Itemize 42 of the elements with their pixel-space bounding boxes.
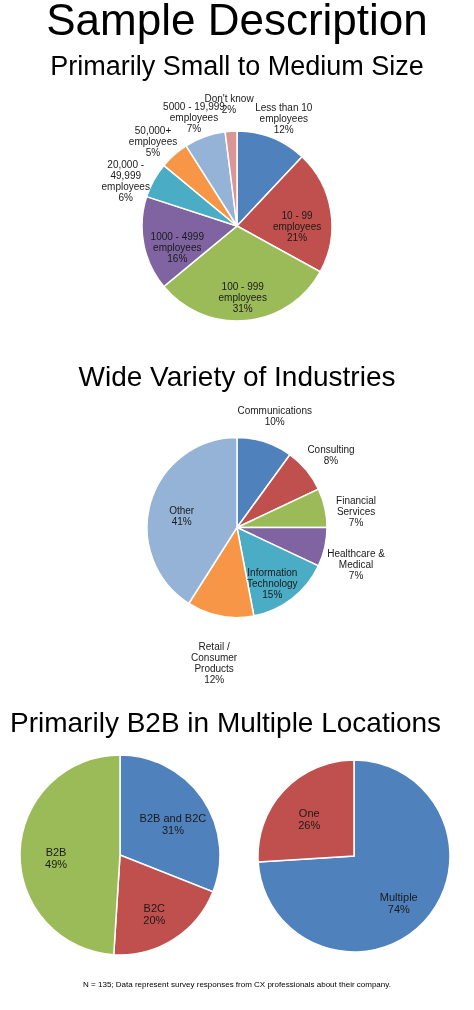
data-label: 49%	[45, 857, 68, 870]
slice-label: Other	[169, 505, 195, 517]
slice-label: Multiple	[379, 891, 418, 904]
slice-label: 10 - 99 employees	[272, 210, 322, 233]
data-label: 20%	[143, 914, 166, 927]
data-label: 12%	[204, 674, 225, 686]
data-label: 31%	[232, 302, 253, 314]
data-label: 7%	[348, 570, 364, 582]
data-label: 16%	[167, 253, 188, 265]
data-label: 6%	[118, 191, 134, 203]
data-label: 8%	[323, 454, 339, 466]
slice-label: B2B	[45, 845, 67, 858]
data-label: 31%	[161, 824, 185, 837]
slice-label: B2C	[143, 902, 166, 915]
slice-label: Healthcare & Medical	[327, 548, 386, 571]
slice-label: Less than 10 employees	[255, 101, 313, 124]
data-label: 21%	[287, 232, 308, 244]
slice-label: Financial Services	[336, 494, 377, 517]
slice-label: Communications	[237, 405, 312, 417]
chart-subtitle: Primarily Small to Medium Size	[50, 51, 424, 82]
pie-slice	[257, 759, 451, 953]
chart-title: Primarily B2B in Multiple Locations	[10, 707, 442, 738]
data-label: 41%	[171, 516, 192, 528]
slice-label: One	[298, 806, 320, 819]
slice-label: 100 - 999 employees	[218, 280, 267, 303]
text: N = 135; Data represent survey responses from CX professionals about their company.	[82, 980, 392, 989]
data-label: 7%	[186, 122, 202, 134]
slice-label: Consulting	[307, 443, 355, 455]
data-label: 10%	[264, 416, 285, 428]
data-label: 26%	[298, 818, 321, 831]
data-label: 15%	[262, 589, 283, 601]
chart-title: Wide Variety of Industries	[78, 361, 396, 393]
slice-label: 1000 - 4999 employees	[150, 231, 205, 254]
data-label: 7%	[348, 516, 364, 528]
chart-title: Sample Description	[46, 0, 428, 45]
slice-label: 20,000 - 49,999 employees	[101, 158, 150, 192]
slice-label: Retail / Consumer Products	[191, 641, 238, 675]
data-label: 12%	[273, 123, 294, 135]
data-label: 5%	[145, 146, 161, 158]
data-label: 74%	[387, 903, 411, 916]
slice-label: B2B and B2C	[139, 812, 207, 825]
slice-label: 50,000+ employees	[128, 124, 178, 147]
